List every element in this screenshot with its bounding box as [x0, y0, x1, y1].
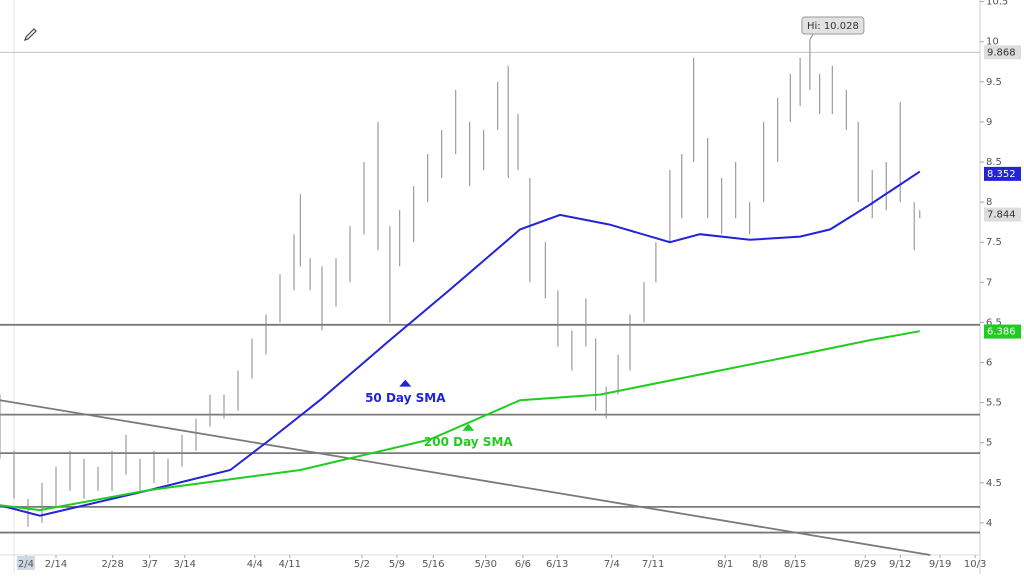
- x-tick-label: 2/28: [101, 559, 123, 570]
- y-tick-label: 4: [986, 518, 992, 529]
- x-tick-label: 7/11: [642, 559, 664, 570]
- price-tag: [984, 166, 1021, 181]
- y-tick-label: 9.5: [986, 77, 1002, 88]
- y-tick-label: 4.5: [986, 478, 1002, 489]
- x-tick-label: 8/29: [854, 559, 876, 570]
- y-tick-label: 5.5: [986, 398, 1002, 409]
- y-tick-label: 5: [986, 438, 992, 449]
- x-tick-label: 3/14: [174, 559, 196, 570]
- y-tick-label: 6.5: [986, 317, 1002, 328]
- y-tick-label: 7.5: [986, 237, 1002, 248]
- pencil-icon[interactable]: [24, 28, 37, 41]
- price-tag-label: 6.386: [987, 327, 1016, 338]
- x-tick-label: 8/8: [752, 559, 768, 570]
- x-tick-label: 2/4: [18, 559, 34, 570]
- x-tick-label: 5/16: [422, 559, 444, 570]
- y-tick-label: 10: [986, 37, 999, 48]
- y-tick-label: 10.5: [986, 0, 1008, 8]
- price-tag-label: 8.352: [987, 169, 1016, 180]
- y-tick-label: 8: [986, 197, 992, 208]
- note-arrow: [399, 379, 412, 387]
- legend-label: 50 Day SMA: [365, 391, 446, 405]
- y-tick-label: 9: [986, 117, 992, 128]
- x-cursor-box: [16, 556, 35, 570]
- x-tick-label: 3/7: [142, 559, 158, 570]
- x-tick-label: 2/14: [45, 559, 67, 570]
- price-tag: [984, 324, 1021, 339]
- x-tick-label: 6/6: [515, 559, 531, 570]
- x-tick-label: 10/3: [964, 559, 986, 570]
- price-tag-label: 9.868: [987, 47, 1016, 58]
- x-tick-label: 4/11: [279, 559, 301, 570]
- y-tick-label: 7: [986, 277, 992, 288]
- x-tick-label: 8/15: [784, 559, 806, 570]
- price-tag-label: 7.844: [987, 210, 1016, 221]
- high-note: Hi: 10.028: [807, 21, 859, 32]
- trendline: [0, 399, 931, 556]
- x-tick-label: 9/12: [889, 559, 911, 570]
- x-tick-label: 5/2: [354, 559, 370, 570]
- price-tag: [984, 207, 1021, 222]
- x-tick-label: 5/9: [389, 559, 405, 570]
- y-tick-label: 8.5: [986, 157, 1002, 168]
- legend-label: 200 Day SMA: [424, 435, 514, 449]
- x-tick-label: 8/1: [717, 559, 733, 570]
- note-arrow: [462, 423, 475, 431]
- x-tick-label: 9/19: [929, 559, 951, 570]
- x-tick-label: 5/30: [475, 559, 497, 570]
- x-tick-label: 7/4: [604, 559, 620, 570]
- price-tag: [984, 45, 1021, 60]
- high-note-box: [801, 16, 865, 35]
- x-tick-label: 4/4: [247, 559, 263, 570]
- x-tick-label: 6/13: [546, 559, 568, 570]
- sma-line: [0, 170, 921, 517]
- sma-line: [0, 330, 920, 512]
- y-tick-label: 6: [986, 358, 992, 369]
